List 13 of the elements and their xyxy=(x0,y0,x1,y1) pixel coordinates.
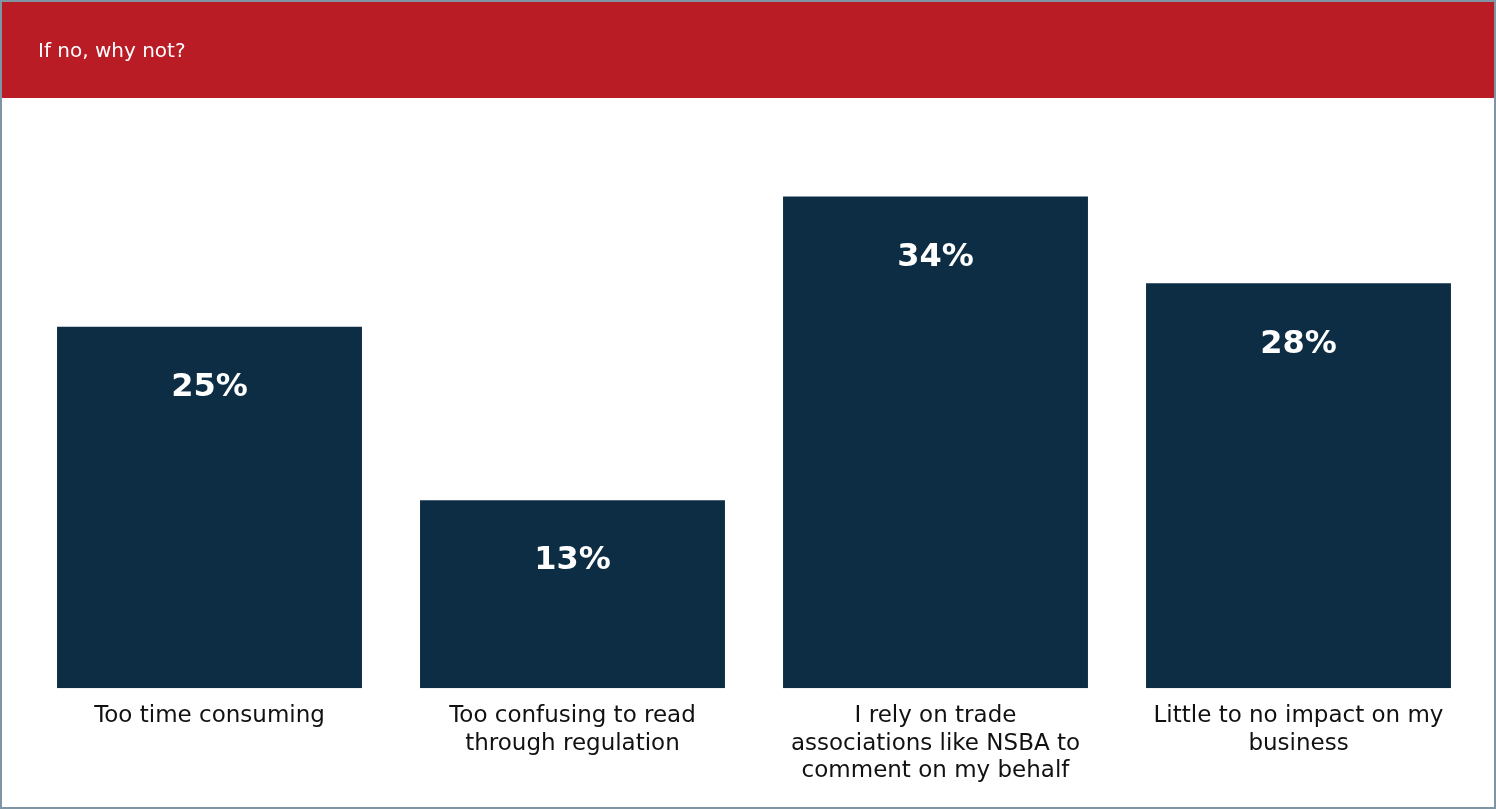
data-label: 28% xyxy=(1260,322,1337,361)
x-tick-label: Too confusing to read through regulation xyxy=(448,700,696,755)
x-tick-label: Little to no impact on my business xyxy=(1153,700,1444,755)
data-label: 34% xyxy=(897,235,974,274)
bar xyxy=(1146,283,1451,689)
bar xyxy=(420,500,725,689)
data-label: 13% xyxy=(534,539,611,578)
data-label: 25% xyxy=(171,365,248,404)
chart-title: If no, why not? xyxy=(2,2,1494,98)
x-tick-label: Too time consuming xyxy=(93,700,325,727)
x-tick-label: I rely on trade associations like NSBA to comment on my behalf xyxy=(790,700,1081,783)
bar xyxy=(783,196,1088,689)
bar xyxy=(57,326,362,689)
